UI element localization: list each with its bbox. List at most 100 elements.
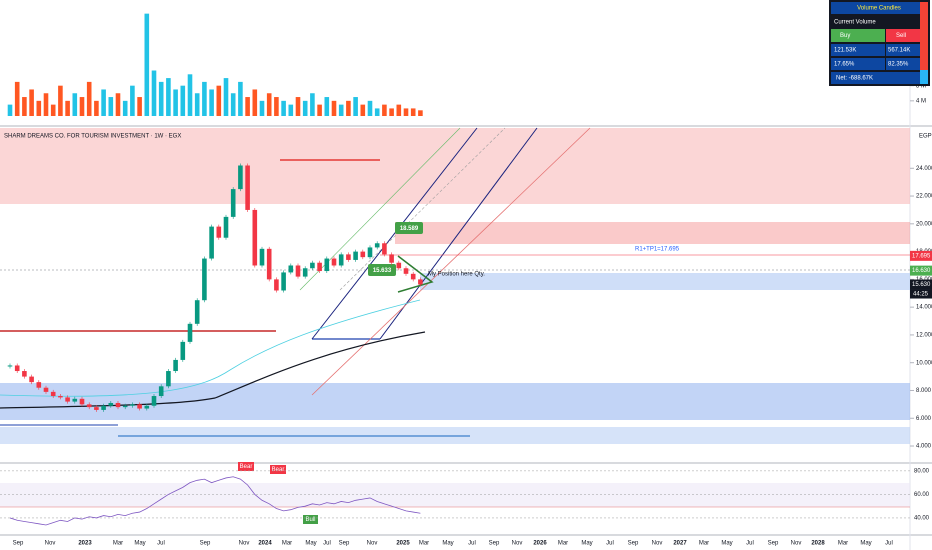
time-tick-label: Mar [558,541,568,547]
price-badge-label: 15.630 [912,282,931,288]
candle [79,398,85,405]
time-tick-label: Nov [652,541,663,547]
target-label: R1+TP1=17.695 [635,247,680,253]
candle [202,258,207,301]
time-tick-label: Sep [339,541,350,547]
candle [223,216,229,238]
candle [374,243,380,248]
candle [367,247,373,258]
channel-line [339,127,506,291]
time-tick-label: May [305,541,316,547]
candle [216,226,222,238]
candle [14,365,20,372]
candle [158,386,164,397]
candle [94,407,99,410]
moving-average [0,299,421,397]
candle [108,402,114,406]
candle [50,391,56,397]
volume-bar [194,93,200,116]
volume-bar [86,81,92,116]
volume-bar [396,104,402,116]
bull-box [303,515,318,524]
channel-line [311,127,478,340]
volume-bar [137,97,142,116]
price-badge-label: 16.630 [912,268,931,274]
volume-bar [288,104,294,116]
supply-zone [395,222,910,244]
volume-bar [166,78,171,116]
channel-line [311,127,591,396]
time-tick-label: May [581,541,592,547]
price-tick-label: 8.000 [916,388,932,394]
time-tick-label: Jul [746,541,754,547]
time-tick-label: 2024 [258,541,272,547]
candle [130,404,135,406]
time-tick-label: Nov [239,541,250,547]
candle [302,268,308,277]
candle [310,262,315,269]
candle [324,258,330,272]
candle [281,272,286,291]
volume-bar [245,97,250,116]
rsi-line [9,476,421,526]
volume-bar [310,93,315,116]
rsi-tick-label: 60.00 [914,492,930,498]
volume-bar [266,93,272,116]
demand-zone [0,383,910,420]
candle [86,404,92,408]
candle [288,265,294,273]
price-tick-label: 14.000 [916,305,932,311]
time-tick-label: Mar [282,541,292,547]
candle [403,268,409,274]
time-tick-label: 2026 [533,541,547,547]
time-tick-label: Sep [628,541,639,547]
price-tick-label: 12.000 [916,333,932,339]
candle [58,396,63,398]
position-label: My Position here Qty. [428,272,485,278]
candle [360,251,366,258]
candle [72,398,78,402]
buy-volume: 121.53K [834,48,856,54]
candle [43,387,49,392]
volume-bar [360,104,366,116]
candle [353,251,358,260]
time-tick-label: Nov [45,541,56,547]
triangle-pattern [397,255,434,293]
time-tick-label: Jul [157,541,165,547]
time-tick-label: Nov [791,541,802,547]
volume-bar [115,93,121,116]
volume-tick-label: 4 M [916,98,926,104]
candle [295,265,301,277]
volume-bar [187,74,193,116]
candle [396,262,402,269]
volume-bar [331,100,337,116]
candle [65,397,70,402]
time-tick-label: Jul [885,541,893,547]
symbol-title: SHARM DREAMS CO. FOR TOURISM INVESTMENT … [4,134,181,140]
bear-box [238,462,254,471]
candle [122,405,128,408]
volume-bar [14,81,20,116]
high-label: 18.589 [400,226,419,232]
volume-bar [223,78,229,116]
candle [209,226,214,259]
candle [144,405,150,409]
volume-bar [274,97,279,116]
time-tick-label: Mar [699,541,709,547]
table-strip [920,70,928,84]
time-tick-label: Sep [200,541,211,547]
candle [194,300,200,324]
volume-bar [324,97,330,116]
candle [317,262,322,272]
candle [238,165,243,190]
candle [115,402,121,408]
candle [187,323,193,342]
volume-bar [209,89,214,116]
price-tick-label: 6.000 [916,416,932,422]
table-title: Volume Candles [857,6,901,12]
volume-bar [202,81,207,116]
volume-bar [158,81,164,116]
volume-bar [94,100,99,116]
candle [346,254,351,260]
